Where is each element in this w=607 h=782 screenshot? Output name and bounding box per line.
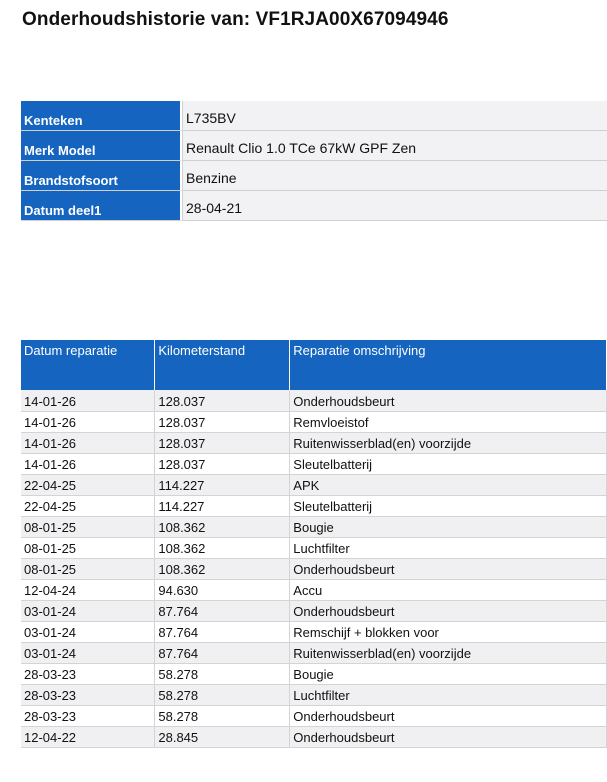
cell-date: 08-01-25 [21,537,156,559]
repair-history-table: Datum reparatie Kilometerstand Reparatie… [21,340,607,748]
cell-mileage: 58.278 [154,705,291,727]
cell-date: 28-03-23 [21,684,156,706]
cell-mileage: 108.362 [154,516,291,538]
table-row: 14-01-26 128.037 Onderhoudsbeurt [21,390,607,412]
cell-date: 14-01-26 [21,453,156,475]
vehicle-label: Datum deel1 [21,191,182,221]
cell-date: 03-01-24 [21,621,156,643]
cell-mileage: 128.037 [154,390,291,412]
cell-mileage: 58.278 [154,684,291,706]
table-row: 14-01-26 128.037 Sleutelbatterij [21,453,607,475]
cell-description: Remschijf + blokken voor [289,621,607,643]
table-row: 14-01-26 128.037 Remvloeistof [21,411,607,433]
cell-mileage: 128.037 [154,411,291,433]
cell-mileage: 128.037 [154,432,291,454]
table-row: 08-01-25 108.362 Bougie [21,516,607,538]
cell-description: Onderhoudsbeurt [289,705,607,727]
column-header-mileage: Kilometerstand [154,340,291,390]
table-row: 12-04-24 94.630 Accu [21,579,607,601]
cell-date: 28-03-23 [21,663,156,685]
cell-mileage: 108.362 [154,537,291,559]
cell-description: Sleutelbatterij [289,453,607,475]
table-row: 03-01-24 87.764 Ruitenwisserblad(en) voorz… [21,642,607,664]
cell-description: Bougie [289,516,607,538]
table-row: 22-04-25 114.227 APK [21,474,607,496]
table-row: 08-01-25 108.362 Onderhoudsbeurt [21,558,607,580]
cell-description: Onderhoudsbeurt [289,726,607,748]
vehicle-row-merk-model: Merk Model Renault Clio 1.0 TCe 67kW GPF… [21,131,607,161]
table-row: 14-01-26 128.037 Ruitenwisserblad(en) voor… [21,432,607,454]
history-header-row: Datum reparatie Kilometerstand Reparatie… [21,340,607,390]
vehicle-value: L735BV [182,101,607,131]
vehicle-label: Brandstofsoort [21,161,182,191]
vehicle-row-brandstofsoort: Brandstofsoort Benzine [21,161,607,191]
cell-date: 14-01-26 [21,390,156,412]
cell-date: 14-01-26 [21,411,156,433]
cell-description: Onderhoudsbeurt [289,600,607,622]
cell-mileage: 114.227 [154,495,291,517]
table-row: 28-03-23 58.278 Onderhoudsbeurt [21,705,607,727]
column-header-date: Datum reparatie [21,340,156,390]
cell-mileage: 87.764 [154,600,291,622]
vehicle-label: Kenteken [21,101,182,131]
table-row: 22-04-25 114.227 Sleutelbatterij [21,495,607,517]
table-row: 28-03-23 58.278 Luchtfilter [21,684,607,706]
cell-date: 12-04-24 [21,579,156,601]
cell-mileage: 87.764 [154,621,291,643]
table-row: 12-04-22 28.845 Onderhoudsbeurt [21,726,607,748]
cell-date: 08-01-25 [21,558,156,580]
cell-description: Onderhoudsbeurt [289,558,607,580]
cell-description: APK [289,474,607,496]
cell-mileage: 87.764 [154,642,291,664]
vehicle-row-datum-deel1: Datum deel1 28-04-21 [21,191,607,221]
cell-mileage: 28.845 [154,726,291,748]
table-row: 03-01-24 87.764 Remschijf + blokken voor [21,621,607,643]
cell-mileage: 94.630 [154,579,291,601]
cell-mileage: 58.278 [154,663,291,685]
cell-description: Ruitenwisserblad(en) voorzijde [289,642,607,664]
cell-date: 22-04-25 [21,474,156,496]
cell-description: Luchtfilter [289,537,607,559]
vehicle-row-kenteken: Kenteken L735BV [21,101,607,131]
cell-description: Luchtfilter [289,684,607,706]
table-row: 08-01-25 108.362 Luchtfilter [21,537,607,559]
table-row: 28-03-23 58.278 Bougie [21,663,607,685]
cell-description: Bougie [289,663,607,685]
vehicle-label: Merk Model [21,131,182,161]
cell-description: Accu [289,579,607,601]
page-title: Onderhoudshistorie van: VF1RJA00X6709494… [22,9,449,30]
cell-description: Onderhoudsbeurt [289,390,607,412]
table-row: 03-01-24 87.764 Onderhoudsbeurt [21,600,607,622]
cell-date: 22-04-25 [21,495,156,517]
cell-mileage: 108.362 [154,558,291,580]
cell-date: 08-01-25 [21,516,156,538]
history-body: 14-01-26 128.037 Onderhoudsbeurt 14-01-26 12… [21,390,607,748]
vehicle-value: Renault Clio 1.0 TCe 67kW GPF Zen [182,131,607,161]
cell-date: 14-01-26 [21,432,156,454]
cell-date: 03-01-24 [21,642,156,664]
cell-date: 12-04-22 [21,726,156,748]
vehicle-value: Benzine [182,161,607,191]
cell-description: Ruitenwisserblad(en) voorzijde [289,432,607,454]
column-header-description: Reparatie omschrijving [289,340,607,390]
vehicle-value: 28-04-21 [182,191,607,221]
cell-description: Remvloeistof [289,411,607,433]
cell-description: Sleutelbatterij [289,495,607,517]
vehicle-info-table: Kenteken L735BV Merk Model Renault Clio … [21,101,607,221]
cell-date: 28-03-23 [21,705,156,727]
cell-mileage: 128.037 [154,453,291,475]
cell-date: 03-01-24 [21,600,156,622]
cell-mileage: 114.227 [154,474,291,496]
